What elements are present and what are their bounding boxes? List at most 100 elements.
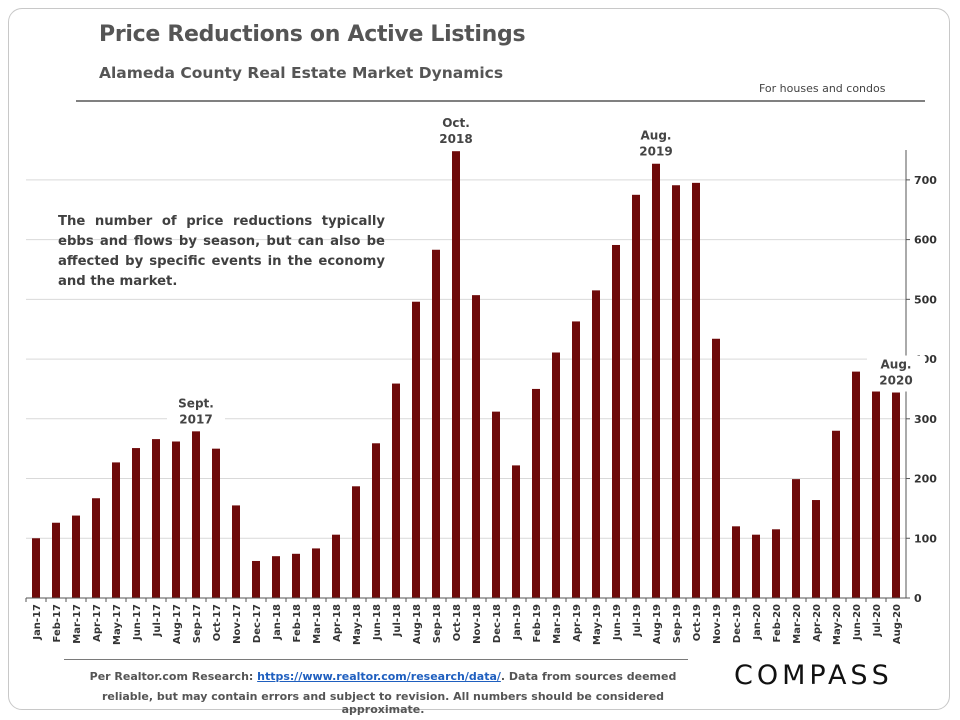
bar-Dec-18 [492, 411, 500, 598]
bar-Jun-20 [852, 371, 860, 598]
bar-Apr-18 [332, 534, 340, 598]
bar-Jan-17 [32, 538, 40, 598]
bar-Dec-17 [252, 560, 260, 598]
bar-May-17 [112, 462, 120, 598]
bar-Apr-17 [92, 498, 100, 598]
x-tick-label: Mar-19 [552, 604, 563, 644]
x-tick-label: Apr-17 [92, 604, 103, 642]
bar-Mar-18 [312, 548, 320, 598]
bar-Aug-19 [652, 163, 660, 599]
bar-Dec-19 [732, 526, 740, 598]
x-tick-label: Jul-17 [152, 604, 163, 637]
x-tick-label: Jun-20 [852, 604, 863, 641]
x-tick-label: Oct-19 [692, 604, 703, 641]
callout-label: 2020 [879, 374, 912, 388]
bar-Jul-17 [152, 439, 160, 598]
bar-Mar-19 [552, 352, 560, 598]
x-tick-label: Dec-18 [492, 604, 503, 643]
y-tick-label: 300 [914, 413, 937, 426]
scope-note: For houses and condos [759, 82, 886, 95]
x-tick-label: Jun-17 [132, 604, 143, 641]
x-tick-label: Dec-19 [732, 604, 743, 643]
x-tick-label: Jun-18 [372, 604, 383, 641]
bar-Jun-18 [372, 443, 380, 598]
bar-Jul-18 [392, 383, 400, 598]
x-tick-label: Oct-18 [452, 604, 463, 641]
x-tick-label: May-17 [112, 604, 123, 645]
chart-title: Price Reductions on Active Listings [99, 22, 526, 47]
callout-background [427, 114, 485, 151]
x-tick-label: Aug-20 [892, 604, 903, 644]
callout-label: 2018 [439, 132, 472, 146]
y-tick-label: 600 [914, 234, 937, 247]
bar-Apr-20 [812, 500, 820, 598]
x-tick-label: Sep-17 [192, 604, 203, 643]
x-tick-label: Jan-19 [512, 604, 523, 641]
bar-Nov-19 [712, 338, 720, 598]
y-tick-label: 200 [914, 473, 937, 486]
bar-Nov-18 [472, 295, 480, 598]
x-tick-label: Jan-17 [32, 604, 43, 641]
callout-background [627, 126, 685, 163]
source-link[interactable]: https://www.realtor.com/research/data/ [257, 670, 501, 683]
chart-subtitle: Alameda County Real Estate Market Dynami… [99, 64, 504, 82]
y-tick-label: 100 [914, 532, 937, 545]
bar-Feb-19 [532, 388, 540, 598]
x-tick-label: Apr-18 [332, 604, 343, 642]
footer-prefix: Per Realtor.com Research: [89, 670, 258, 683]
bar-May-20 [832, 430, 840, 598]
x-tick-label: Jul-18 [392, 604, 403, 637]
y-tick-label: 500 [914, 293, 937, 306]
bar-Sep-17 [192, 431, 200, 598]
bar-May-19 [592, 290, 600, 598]
bar-Mar-20 [792, 479, 800, 598]
x-tick-label: Mar-18 [312, 604, 323, 644]
x-tick-label: Feb-17 [52, 604, 63, 642]
callout-label: Aug. [881, 358, 912, 372]
callout-label: Sept. [178, 396, 214, 410]
footer-disclaimer: reliable, but may contain errors and sub… [101, 690, 665, 716]
x-tick-label: May-19 [592, 604, 603, 645]
footer-suffix: . Data from sources deemed [500, 670, 677, 683]
bar-Aug-18 [412, 301, 420, 598]
x-tick-label: Feb-20 [772, 604, 783, 642]
bar-Sep-19 [672, 185, 680, 598]
x-tick-label: Oct-17 [212, 604, 223, 641]
x-tick-label: May-20 [832, 604, 843, 645]
x-tick-label: Mar-17 [72, 604, 83, 644]
x-tick-label: Jan-18 [272, 604, 283, 641]
bar-Aug-17 [172, 441, 180, 598]
callout-label: Aug. [641, 129, 672, 143]
slide-frame [8, 8, 950, 710]
x-tick-label: Mar-20 [792, 604, 803, 644]
bar-Oct-18 [452, 151, 460, 598]
bar-May-18 [352, 486, 360, 598]
bar-Sep-18 [432, 249, 440, 598]
callout-label: 2019 [639, 145, 672, 159]
chart-annotation: The number of price reductions typically… [58, 214, 385, 289]
bar-Jun-17 [132, 448, 140, 598]
bar-Jul-20 [872, 385, 880, 598]
bar-Apr-19 [572, 321, 580, 598]
x-tick-label: Feb-18 [292, 604, 303, 642]
bar-Oct-17 [212, 448, 220, 598]
x-tick-label: Aug-18 [412, 604, 423, 644]
y-tick-label: 700 [914, 174, 937, 187]
bar-Jun-19 [612, 244, 620, 598]
bar-Jul-19 [632, 194, 640, 599]
bar-Mar-17 [72, 515, 80, 598]
x-tick-label: Nov-19 [712, 604, 723, 644]
footer-source-line: Per Realtor.com Research: https://www.re… [88, 670, 678, 683]
bar-Feb-20 [772, 529, 780, 598]
bar-Jan-20 [752, 534, 760, 598]
bar-Jan-18 [272, 556, 280, 598]
x-tick-label: Nov-17 [232, 604, 243, 644]
callout-background [167, 394, 225, 431]
x-tick-label: Nov-18 [472, 604, 483, 644]
x-tick-label: Aug-17 [172, 604, 183, 644]
callout-label: 2017 [179, 412, 212, 426]
callout-label: Oct. [442, 116, 470, 130]
x-tick-label: Jan-20 [752, 604, 763, 641]
y-tick-label: 0 [914, 592, 922, 605]
